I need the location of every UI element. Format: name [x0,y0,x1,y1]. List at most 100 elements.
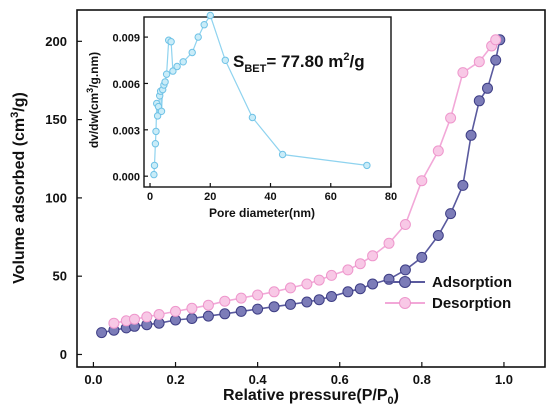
inset-data-point [278,150,287,159]
inset-data-point [221,56,230,64]
main-data-point [482,82,493,94]
inset-y-tick-label: 0.003 [112,125,140,137]
main-data-point [326,269,337,281]
main-data-point [108,317,120,329]
main-data-point [285,298,296,310]
inset-y-tick-label: 0.000 [112,172,140,184]
legend-label-desorption: Desorption [432,295,511,312]
main-data-point [445,112,457,124]
main-data-point [473,95,485,107]
main-data-point [141,311,153,323]
main-data-point [457,179,469,191]
inset-data-point [200,21,208,29]
main-x-tick-label: 0.0 [84,372,102,387]
main-x-tick-label: 0.4 [249,372,268,387]
main-x-tick-label: 1.0 [495,372,513,387]
main-data-point [342,286,354,298]
inset-y-tick-label: 0.009 [112,33,140,45]
inset-data-point [150,161,159,170]
inset-x-tick-label: 60 [325,191,337,203]
main-data-point [367,250,379,262]
main-x-tick-label: 0.2 [166,372,184,387]
main-data-point [153,309,165,320]
main-data-point [383,237,395,249]
main-data-point [202,299,214,311]
inset-x-tick-label: 80 [385,191,397,203]
main-data-point [268,286,280,298]
main-data-point [301,278,313,290]
inset-series [150,11,371,179]
main-data-point [457,67,469,79]
main-data-point [354,258,366,270]
main-series-line-desorption [113,39,497,324]
main-data-point [170,305,181,317]
main-y-axis-label: Volume adsorbed (cm3/g) [9,92,28,284]
inset-x-tick-label: 0 [147,191,153,203]
inset-data-point [162,70,171,78]
main-data-point [235,305,247,317]
inset-data-point [169,67,177,75]
main-data-point [465,129,477,141]
legend-marker-desorption [399,297,411,309]
main-data-point [399,219,411,230]
main-data-point [301,296,313,308]
main-data-point [219,295,231,307]
main-data-point [354,283,366,295]
main-data-point [313,274,325,286]
legend: Adsorption Desorption [385,274,512,312]
main-data-point [342,264,354,276]
main-data-point [219,308,231,320]
main-plot-frame [76,9,546,368]
main-data-point [326,291,337,302]
main-data-point [473,56,485,68]
main-data-point [367,278,379,290]
inset-data-point [194,33,202,41]
inset-x-axis-label: Pore diameter(nm) [209,206,315,220]
main-data-point [432,230,444,241]
main-data-point [399,264,411,276]
main-data-point [490,34,502,46]
inset-data-point [363,161,371,170]
main-x-tick-label: 0.8 [413,372,431,387]
inset-data-point [152,127,160,136]
inset-data-point [173,62,181,71]
main-data-point [416,251,428,263]
inset-data-point [153,112,162,120]
main-data-point [202,310,214,322]
main-series [96,34,506,339]
main-y-tick-label: 100 [45,190,67,205]
inset-data-point [188,48,196,57]
inset-data-point [150,170,158,179]
main-data-point [285,282,296,294]
main-data-point [129,313,140,325]
legend-label-adsorption: Adsorption [432,274,512,291]
main-y-tick-label: 200 [45,34,67,49]
main-y-tick-label: 50 [53,269,67,284]
inset-data-point [167,38,175,46]
main-y-tick-label: 0 [60,347,67,362]
inset-x-tick-label: 40 [264,191,276,203]
inset-data-point [157,107,166,116]
inset-x-tick-label: 20 [204,191,216,203]
main-data-point [96,327,108,339]
main-data-point [313,294,325,306]
inset-data-point [206,11,215,20]
inset-data-point [179,58,187,66]
main-data-point [186,313,198,324]
main-data-point [432,145,444,157]
inset-y-axis-label: dv/dw(cm3/g.nm) [85,52,101,148]
inset-plot-frame [143,16,392,188]
inset-data-point [151,140,160,148]
main-x-axis-label: Relative pressure(P/P0) [223,387,399,407]
inset-y-tick-label: 0.006 [112,79,140,91]
inset-data-point [248,113,257,122]
main-data-point [235,292,247,304]
main-y-tick-label: 150 [45,112,67,127]
main-data-point [268,301,280,313]
main-data-point [252,289,264,301]
inset-data-point [161,78,169,86]
main-data-point [445,208,457,220]
main-data-point [252,303,264,315]
